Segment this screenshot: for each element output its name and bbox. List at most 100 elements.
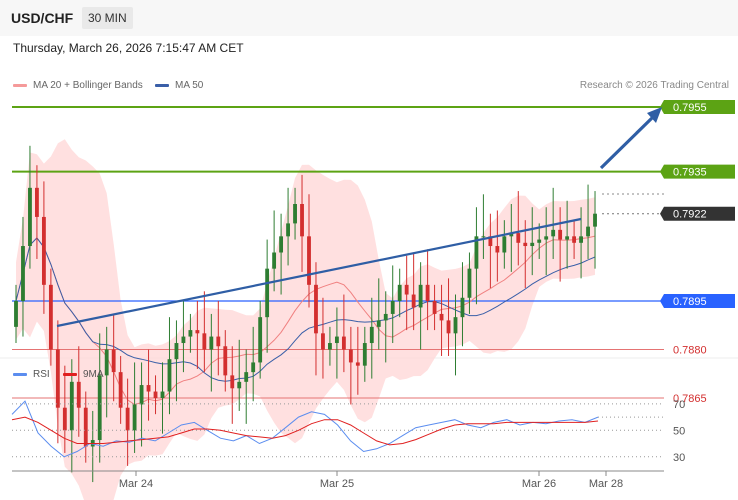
candle-body <box>341 336 346 350</box>
rsi-legend-label: RSI <box>33 369 50 380</box>
rsi-ma-legend: 9MA <box>63 369 104 380</box>
candle-body <box>83 407 88 447</box>
bollinger-band <box>16 139 595 500</box>
chart-datetime: Thursday, March 26, 2026 7:15:47 AM CET <box>13 41 244 55</box>
candle-body <box>383 313 388 321</box>
candle-body <box>76 381 81 408</box>
x-tick-label: Mar 24 <box>119 478 153 490</box>
rsi-swatch <box>13 373 27 376</box>
x-tick-label: Mar 28 <box>589 478 623 490</box>
chart-header-bar: USD/CHF 30 MIN <box>0 0 738 36</box>
candle-body <box>146 385 151 392</box>
candle-body <box>418 284 423 308</box>
candle-body <box>488 236 493 247</box>
candle-body <box>328 343 332 350</box>
price-tag-label: 0.7922 <box>673 209 707 221</box>
rsi-legend: RSI <box>13 369 50 380</box>
candle-body <box>216 336 221 347</box>
ma50-line <box>15 237 596 382</box>
candle-body <box>558 229 563 240</box>
candle-body <box>453 317 458 334</box>
candle-body <box>14 301 18 327</box>
candle-body <box>48 284 53 350</box>
bollinger-legend-label: MA 20 + Bollinger Bands <box>33 80 143 91</box>
price-tag-pivot <box>660 294 735 308</box>
candle-body <box>425 284 430 301</box>
candle-body <box>300 204 304 237</box>
candle-body <box>307 236 311 285</box>
price-tag-resistance <box>660 164 735 179</box>
rsi-ma-legend-label: 9MA <box>83 369 104 380</box>
rsi-ma-swatch <box>63 373 77 376</box>
copyright-notice: Research © 2026 Trading Central <box>579 80 729 91</box>
candle-body <box>35 187 39 217</box>
candle-body <box>481 236 486 238</box>
candle-body <box>411 294 416 308</box>
candle-body <box>237 381 242 389</box>
rsi-tick-label: 70 <box>673 399 685 411</box>
candle-body <box>167 359 172 392</box>
candle-body <box>209 336 214 350</box>
rsi-ma-line <box>11 416 599 446</box>
candle-body <box>153 391 158 398</box>
candle-body <box>572 236 577 243</box>
candle-body <box>111 349 116 373</box>
candle-body <box>223 346 228 376</box>
level-label-support: 0.7865 <box>673 393 707 405</box>
candle-body <box>286 223 290 237</box>
price-tag-current <box>660 206 735 221</box>
rsi-tick-label: 30 <box>673 452 685 464</box>
candle-body <box>202 333 207 350</box>
candle-body <box>355 362 360 366</box>
candle-body <box>28 187 32 247</box>
candle-body <box>460 297 465 318</box>
candle-body <box>174 343 179 360</box>
candle-body <box>132 404 137 431</box>
candle-body <box>104 349 109 376</box>
candle-body <box>397 284 402 301</box>
rsi-line <box>11 400 599 458</box>
candle-body <box>509 233 514 237</box>
rsi-tick-label: 50 <box>673 425 685 437</box>
candle-body <box>69 381 74 431</box>
candle-body <box>530 242 535 247</box>
candle-body <box>390 301 395 314</box>
candle-body <box>125 407 130 431</box>
candle-body <box>21 246 25 301</box>
candle-body <box>195 330 200 334</box>
price-tag-label: 0.7895 <box>673 296 707 308</box>
candle-body <box>314 284 318 334</box>
projection-arrow-shaft <box>599 116 654 170</box>
candle-body <box>439 313 444 321</box>
candle-body <box>118 372 123 408</box>
candle-body <box>362 343 367 366</box>
candle-body <box>474 236 479 269</box>
candle-body <box>244 372 249 382</box>
candle-body <box>537 239 542 243</box>
candle-body <box>551 229 556 237</box>
candle-body <box>293 204 297 224</box>
bollinger-swatch <box>13 84 27 87</box>
symbol-title: USD/CHF <box>11 10 74 26</box>
candle-body <box>348 349 353 363</box>
candle-body <box>55 349 60 408</box>
x-tick-label: Mar 26 <box>522 478 556 490</box>
candle-body <box>467 268 472 298</box>
candle-body <box>404 284 409 295</box>
ma50-legend: MA 50 <box>155 80 203 91</box>
candle-body <box>586 226 590 237</box>
price-tag-resistance <box>660 100 735 114</box>
bollinger-legend: MA 20 + Bollinger Bands <box>13 80 143 91</box>
timeframe-badge[interactable]: 30 MIN <box>82 7 133 29</box>
candle-body <box>41 216 46 285</box>
candle-body <box>272 252 277 269</box>
candle-body <box>230 375 235 389</box>
candle-body <box>376 320 381 327</box>
candle-body <box>593 213 597 227</box>
support-trendline <box>56 217 582 328</box>
candle-body <box>279 236 284 253</box>
projection-arrow-head <box>647 107 662 123</box>
candle-body <box>516 233 521 243</box>
candle-body <box>62 407 67 431</box>
